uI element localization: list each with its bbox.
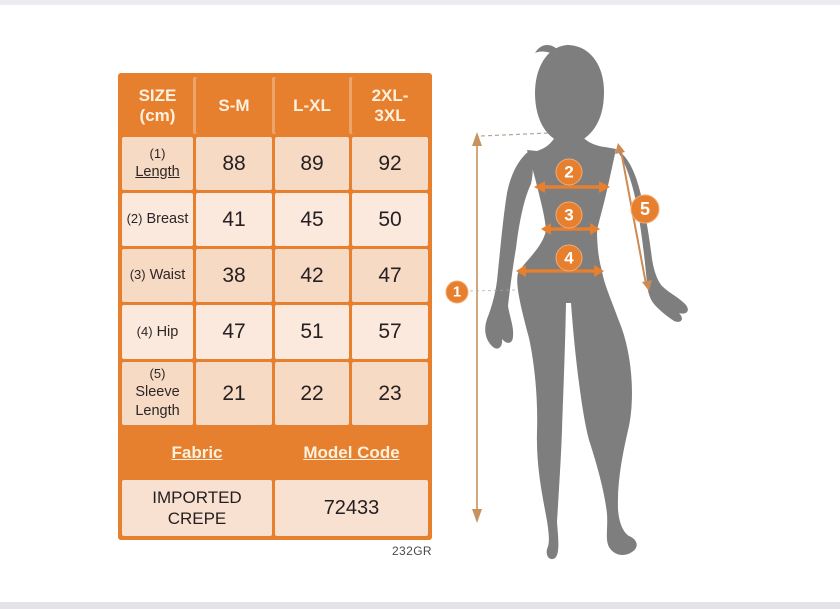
model-code-header: Model Code xyxy=(275,428,428,477)
fabric-value: IMPORTED CREPE xyxy=(122,480,272,536)
silhouette-left-arm xyxy=(485,151,533,349)
row-num-hip: (4) xyxy=(136,323,153,339)
row-text-hip: Hip xyxy=(156,323,179,340)
breast-measure-arrow xyxy=(534,181,610,193)
row-label-length: (1) Length xyxy=(122,137,193,190)
row-text-breast: Breast xyxy=(146,211,189,228)
marker-1-number: 1 xyxy=(453,284,461,301)
value-sleeve-sm: 21 xyxy=(196,362,272,425)
row-text-sleeve-length: Sleeve Length xyxy=(135,384,180,419)
marker-1: 1 xyxy=(445,280,469,304)
fabric-header: Fabric xyxy=(122,428,272,477)
length-measure-line xyxy=(469,132,550,523)
header-col-2xl3xl: 2XL-3XL xyxy=(352,77,428,134)
fabric-value-text: IMPORTED CREPE xyxy=(152,487,242,528)
marker-4-number: 4 xyxy=(564,249,574,268)
value-hip-lxl: 51 xyxy=(275,305,349,359)
marker-2-number: 2 xyxy=(564,163,573,182)
row-label-breast: (2) Breast xyxy=(122,193,193,246)
bottom-edge-strip xyxy=(0,602,840,609)
measurement-figure: 1 2 3 4 5 xyxy=(445,44,688,560)
value-waist-2xl3xl: 47 xyxy=(352,249,428,302)
silhouette-head xyxy=(535,45,604,142)
row-num-length: (1) xyxy=(149,145,166,161)
row-label-hip: (4) Hip xyxy=(122,305,193,359)
row-text-length: Length xyxy=(135,163,180,180)
silhouette-hair-flip xyxy=(535,44,558,56)
header-col-sm: S-M xyxy=(196,77,272,134)
size-chart-table: SIZE (cm) S-M L-XL 2XL-3XL (1) Length 88… xyxy=(118,73,432,540)
header-size-cm: SIZE (cm) xyxy=(122,77,193,134)
product-code-note: 232GR xyxy=(391,544,432,558)
value-breast-lxl: 45 xyxy=(275,193,349,246)
value-length-2xl3xl: 92 xyxy=(352,137,428,190)
value-breast-sm: 41 xyxy=(196,193,272,246)
row-label-sleeve-length: (5) Sleeve Length xyxy=(122,362,193,425)
top-edge-strip xyxy=(0,0,840,5)
female-silhouette xyxy=(485,44,688,560)
header-col-2xl3xl-label: 2XL-3XL xyxy=(371,85,409,125)
marker-5-number: 5 xyxy=(640,199,650,219)
waist-measure-arrow xyxy=(541,223,600,235)
value-waist-sm: 38 xyxy=(196,249,272,302)
silhouette-torso-legs xyxy=(517,125,637,560)
row-num-breast: (2) xyxy=(126,211,143,227)
marker-2: 2 xyxy=(555,158,583,186)
marker-3-number: 3 xyxy=(564,206,573,225)
row-label-waist: (3) Waist xyxy=(122,249,193,302)
header-col-lxl: L-XL xyxy=(275,77,349,134)
value-waist-lxl: 42 xyxy=(275,249,349,302)
silhouette-right-arm xyxy=(616,149,688,322)
value-sleeve-lxl: 22 xyxy=(275,362,349,425)
hip-measure-arrow xyxy=(516,265,604,277)
row-text-waist: Waist xyxy=(149,267,186,284)
value-sleeve-2xl3xl: 23 xyxy=(352,362,428,425)
row-num-waist: (3) xyxy=(129,267,146,283)
value-hip-2xl3xl: 57 xyxy=(352,305,428,359)
marker-5: 5 xyxy=(630,194,660,224)
value-length-lxl: 89 xyxy=(275,137,349,190)
marker-4: 4 xyxy=(555,244,583,272)
value-length-sm: 88 xyxy=(196,137,272,190)
marker-3: 3 xyxy=(555,201,583,229)
model-code-value: 72433 xyxy=(275,480,428,536)
row-num-sleeve-length: (5) xyxy=(149,366,166,382)
value-hip-sm: 47 xyxy=(196,305,272,359)
value-breast-2xl3xl: 50 xyxy=(352,193,428,246)
